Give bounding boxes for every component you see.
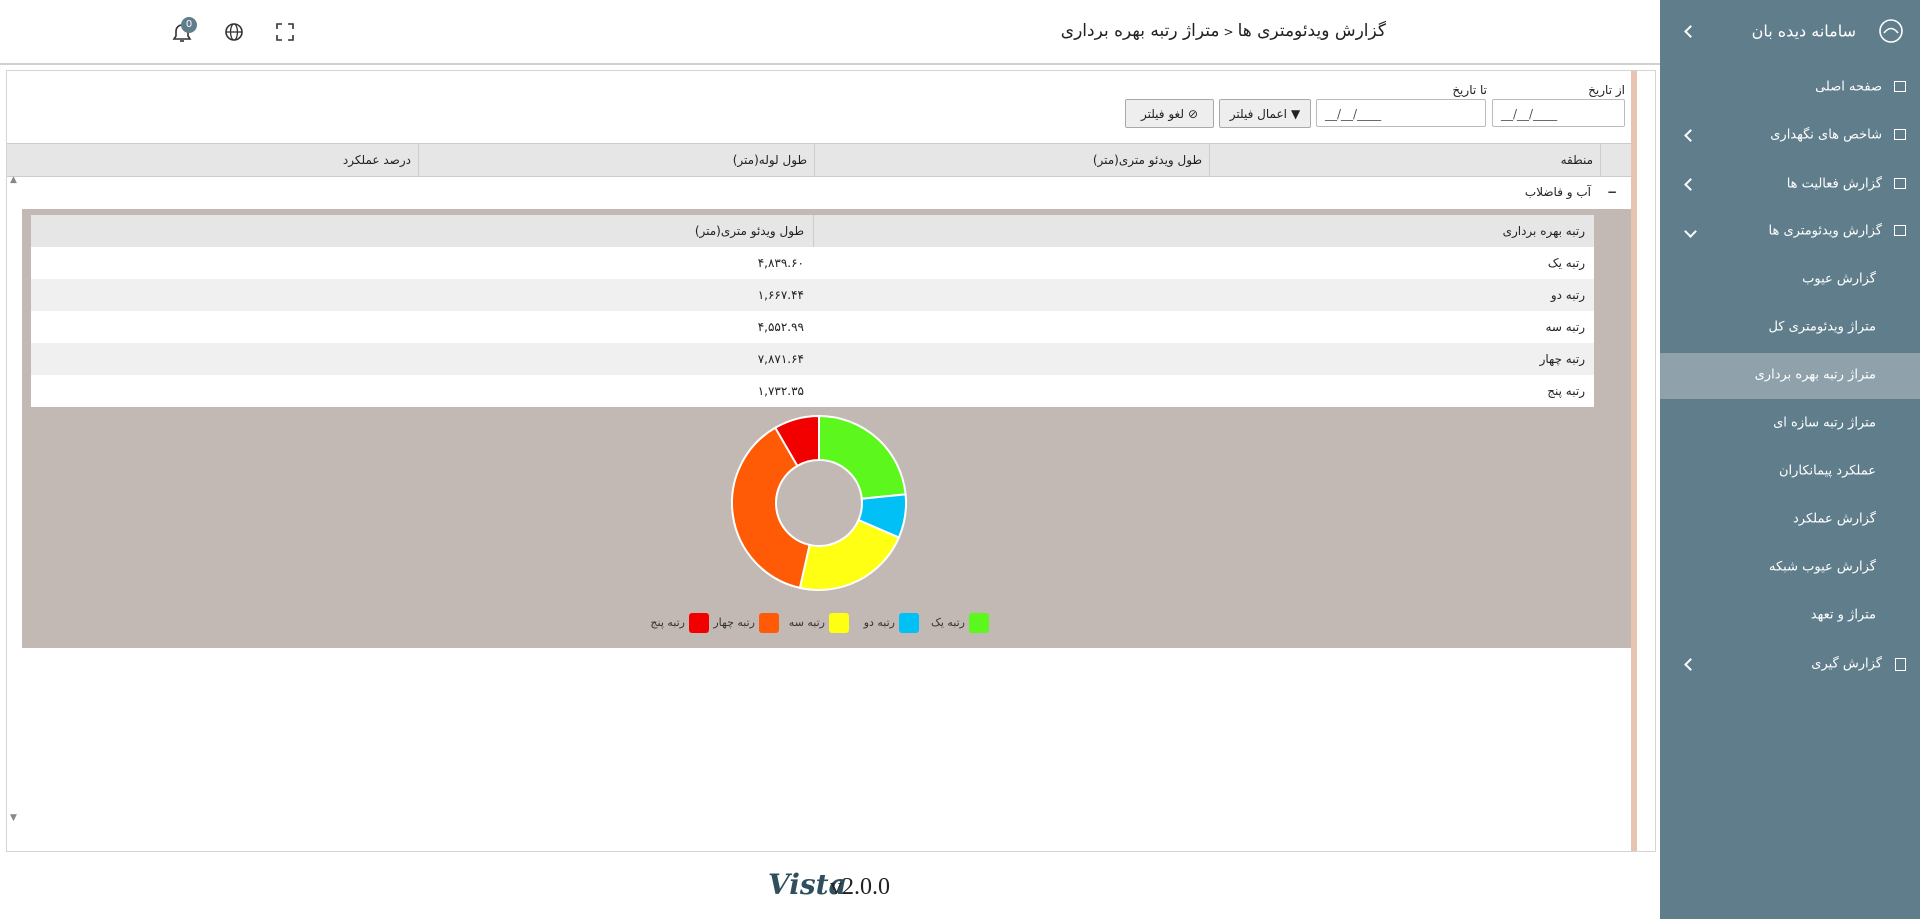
column-header[interactable]: منطقه (1560, 153, 1593, 167)
menu-icon (1894, 129, 1906, 140)
menu-chevron[interactable] (1684, 178, 1697, 191)
cell: رتبه سه (1545, 320, 1586, 334)
detail-table: رتبه بهره برداری طول ویدئو متری(متر) رتب… (31, 215, 1594, 407)
submenu-item[interactable]: عملکرد پیمانکاران (1778, 463, 1876, 479)
donut-slice (798, 518, 901, 591)
group-label: آب و فاضلاب (1524, 185, 1591, 199)
donut-slice (773, 414, 820, 468)
donut-slice (818, 414, 907, 500)
table-header: منطقه طول ویدئو متری(متر) طول لوله(متر) … (7, 143, 1631, 177)
column-header[interactable]: رتبه بهره برداری (1502, 224, 1585, 238)
scroll-up[interactable]: ▲ (10, 175, 17, 185)
legend-swatch (969, 613, 989, 633)
cell: رتبه دو (1550, 288, 1585, 302)
from-date-input[interactable]: __/__/____ (1492, 99, 1625, 127)
cell: ۷,۸۷۱.۶۴ (757, 352, 804, 366)
top-bar: گزارش ویدئومتری ها<متراژ رتبه بهره بردار… (0, 0, 1660, 65)
donut-chart: رتبه یک رتبه دو رتبه سه رتبه چهار رتبه پنج (650, 414, 989, 633)
breadcrumb-parent[interactable]: گزارش ویدئومتری ها (1237, 21, 1386, 41)
menu-chevron[interactable] (1684, 658, 1697, 671)
breadcrumb: گزارش ویدئومتری ها<متراژ رتبه بهره بردار… (1061, 21, 1386, 41)
detail-row: رتبه سه ۴,۵۵۲.۹۹ (31, 311, 1594, 343)
cancel-filter-text: لغو فیلتر (1140, 107, 1184, 121)
notification-badge: 0 (181, 17, 197, 33)
to-label: تا تاریخ (1452, 83, 1487, 97)
column-header[interactable]: طول ویدئو متری(متر) (694, 224, 804, 238)
language-icon[interactable] (223, 21, 245, 43)
active-item-bg (1660, 353, 1920, 399)
menu-icon (1894, 178, 1906, 189)
legend-swatch (899, 613, 919, 633)
footer-version: v2.0.0 (830, 874, 890, 900)
detail-row: رتبه یک ۴,۸۳۹.۶۰ (31, 247, 1594, 279)
sidebar-title: سامانه دیده بان (1751, 21, 1856, 41)
detail-row: رتبه دو ۱,۶۶۷.۴۴ (31, 279, 1594, 311)
donut-slice (731, 426, 811, 590)
report-panel: از تاریخ تا تاریخ __/__/____ __/__/____ … (6, 70, 1656, 852)
submenu-item[interactable]: گزارش عملکرد (1793, 511, 1876, 527)
menu-icon (1894, 81, 1906, 92)
cell: رتبه چهار (1539, 352, 1585, 366)
sidebar: سامانه دیده بان صفحه اصلی شاخص های نگهدار… (1660, 0, 1920, 919)
submenu-item[interactable]: گزارش عیوب (1802, 271, 1876, 287)
menu-item[interactable]: صفحه اصلی (1815, 79, 1882, 95)
menu-item[interactable]: گزارش ویدئومتری ها (1768, 223, 1883, 239)
column-header[interactable]: طول لوله(متر) (732, 153, 807, 167)
cell: ۱,۶۶۷.۴۴ (757, 288, 804, 302)
menu-item[interactable]: گزارش فعالیت ها (1786, 176, 1882, 192)
breadcrumb-sep: < (1223, 25, 1234, 39)
splitter[interactable] (1631, 71, 1637, 851)
submenu-item[interactable]: متراژ رتبه بهره برداری (1754, 367, 1876, 383)
cell: رتبه پنج (1547, 384, 1585, 398)
from-label: از تاریخ (1588, 83, 1625, 97)
cell: رتبه یک (1547, 256, 1585, 270)
apply-filter-button[interactable]: ▼اعمال فیلتر (1219, 99, 1311, 128)
breadcrumb-current: متراژ رتبه بهره برداری (1060, 21, 1220, 41)
cancel-filter-button[interactable]: ⊘لغو فیلتر (1125, 99, 1214, 128)
logo-icon (1879, 19, 1903, 43)
legend-swatch (759, 613, 779, 633)
scroll-down[interactable]: ▼ (10, 813, 17, 823)
detail-row: رتبه چهار ۷,۸۷۱.۶۴ (31, 343, 1594, 375)
submenu-item[interactable]: متراژ و تعهد (1810, 607, 1876, 623)
menu-icon (1894, 225, 1906, 236)
column-header[interactable]: درصد عملکرد (342, 153, 411, 167)
fullscreen-icon[interactable] (275, 22, 295, 42)
menu-chevron[interactable] (1684, 225, 1697, 238)
to-date-input[interactable]: __/__/____ (1316, 99, 1486, 127)
column-header[interactable]: طول ویدئو متری(متر) (1092, 153, 1202, 167)
legend-swatch (689, 613, 709, 633)
cell: ۴,۵۵۲.۹۹ (757, 320, 804, 334)
menu-icon (1895, 658, 1906, 671)
submenu-item[interactable]: متراژ ویدئومتری کل (1768, 319, 1876, 335)
legend-label: رتبه سه (789, 616, 825, 629)
submenu-item[interactable]: متراژ رتبه سازه ای (1773, 415, 1876, 431)
legend-label: رتبه چهار (712, 616, 755, 629)
menu-item[interactable]: شاخص های نگهداری (1770, 127, 1882, 143)
submenu-item[interactable]: گزارش عیوب شبکه (1769, 559, 1876, 575)
collapse-icon[interactable] (1684, 25, 1697, 38)
group-toggle[interactable]: − (1606, 185, 1617, 199)
legend-swatch (829, 613, 849, 633)
footer-logo: Vista (768, 868, 847, 901)
cell: ۱,۷۳۲.۳۵ (757, 384, 804, 398)
cell: ۴,۸۳۹.۶۰ (757, 256, 804, 270)
apply-filter-text: اعمال فیلتر (1229, 107, 1287, 121)
menu-chevron[interactable] (1684, 129, 1697, 142)
menu-item[interactable]: گزارش گیری (1811, 656, 1882, 672)
legend-label: رتبه دو (863, 616, 895, 629)
legend-label: رتبه پنج (650, 616, 685, 629)
detail-row: رتبه پنج ۱,۷۳۲.۳۵ (31, 375, 1594, 407)
detail-area: رتبه بهره برداری طول ویدئو متری(متر) رتب… (22, 209, 1631, 648)
detail-header: رتبه بهره برداری طول ویدئو متری(متر) (31, 215, 1594, 248)
legend-label: رتبه یک (931, 616, 965, 629)
